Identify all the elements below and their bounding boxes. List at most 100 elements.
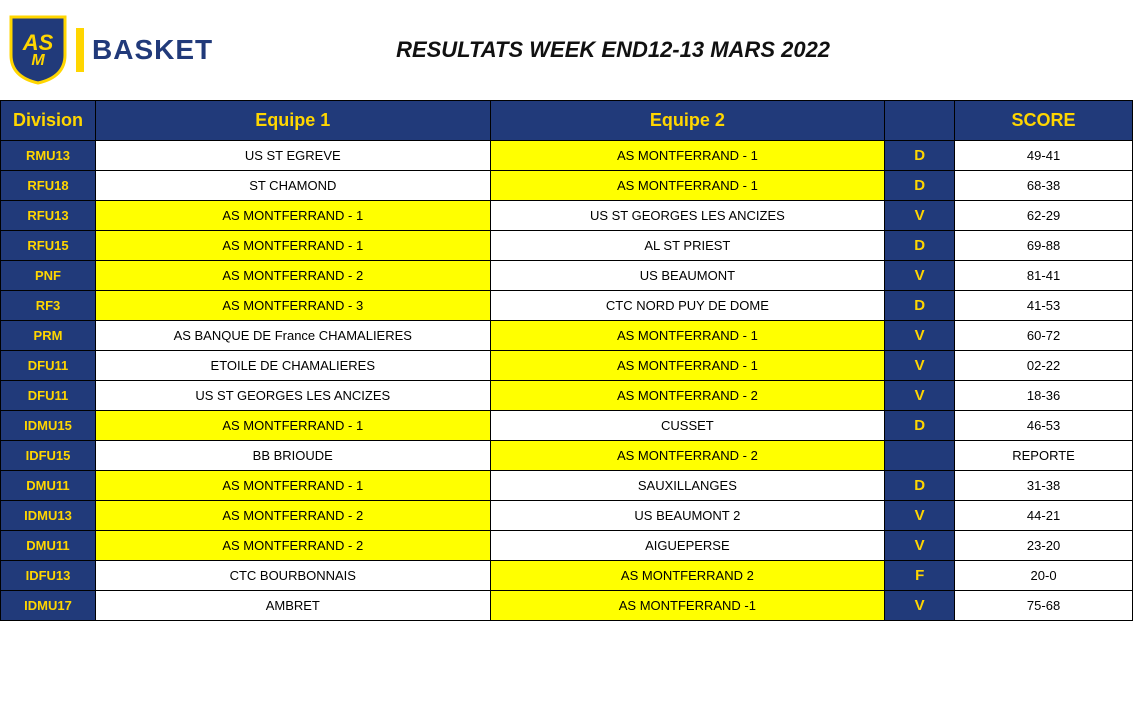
cell-result: V bbox=[885, 381, 955, 411]
col-division: Division bbox=[1, 101, 96, 141]
cell-result: D bbox=[885, 411, 955, 441]
cell-score: REPORTE bbox=[955, 441, 1133, 471]
cell-team1: CTC BOURBONNAIS bbox=[95, 561, 490, 591]
cell-team1: AMBRET bbox=[95, 591, 490, 621]
cell-team1: AS MONTFERRAND - 2 bbox=[95, 261, 490, 291]
table-row: RFU13AS MONTFERRAND - 1US ST GEORGES LES… bbox=[1, 201, 1133, 231]
cell-score: 18-36 bbox=[955, 381, 1133, 411]
cell-result: V bbox=[885, 351, 955, 381]
brand-accent-bar bbox=[76, 28, 84, 72]
cell-team2: US ST GEORGES LES ANCIZES bbox=[490, 201, 885, 231]
cell-division: DFU11 bbox=[1, 381, 96, 411]
cell-score: 46-53 bbox=[955, 411, 1133, 441]
cell-team2: AS MONTFERRAND - 1 bbox=[490, 141, 885, 171]
cell-score: 31-38 bbox=[955, 471, 1133, 501]
cell-result: D bbox=[885, 471, 955, 501]
brand-text: BASKET bbox=[92, 34, 213, 66]
page-header: AS M BASKET RESULTATS WEEK END12-13 MARS… bbox=[0, 0, 1133, 100]
cell-team1: AS MONTFERRAND - 1 bbox=[95, 411, 490, 441]
cell-division: PRM bbox=[1, 321, 96, 351]
cell-team1: AS MONTFERRAND - 1 bbox=[95, 231, 490, 261]
cell-team1: AS MONTFERRAND - 2 bbox=[95, 501, 490, 531]
cell-division: IDMU17 bbox=[1, 591, 96, 621]
table-row: RMU13US ST EGREVEAS MONTFERRAND - 1D49-4… bbox=[1, 141, 1133, 171]
cell-team2: AS MONTFERRAND - 2 bbox=[490, 381, 885, 411]
table-row: IDMU17AMBRETAS MONTFERRAND -1V75-68 bbox=[1, 591, 1133, 621]
cell-result: D bbox=[885, 141, 955, 171]
cell-team2: CTC NORD PUY DE DOME bbox=[490, 291, 885, 321]
cell-division: IDFU13 bbox=[1, 561, 96, 591]
cell-division: DFU11 bbox=[1, 351, 96, 381]
table-row: DMU11AS MONTFERRAND - 2AIGUEPERSEV23-20 bbox=[1, 531, 1133, 561]
cell-result: D bbox=[885, 171, 955, 201]
cell-division: RMU13 bbox=[1, 141, 96, 171]
cell-team2: AS MONTFERRAND 2 bbox=[490, 561, 885, 591]
cell-team2: AS MONTFERRAND - 1 bbox=[490, 321, 885, 351]
cell-division: RFU18 bbox=[1, 171, 96, 201]
table-row: IDMU15AS MONTFERRAND - 1CUSSETD46-53 bbox=[1, 411, 1133, 441]
table-row: RFU15AS MONTFERRAND - 1AL ST PRIESTD69-8… bbox=[1, 231, 1133, 261]
page-title: RESULTATS WEEK END12-13 MARS 2022 bbox=[213, 37, 1133, 63]
table-row: IDMU13AS MONTFERRAND - 2US BEAUMONT 2V44… bbox=[1, 501, 1133, 531]
table-row: DFU11ETOILE DE CHAMALIERESAS MONTFERRAND… bbox=[1, 351, 1133, 381]
cell-team2: SAUXILLANGES bbox=[490, 471, 885, 501]
col-team1: Equipe 1 bbox=[95, 101, 490, 141]
table-row: DFU11US ST GEORGES LES ANCIZESAS MONTFER… bbox=[1, 381, 1133, 411]
cell-division: IDMU13 bbox=[1, 501, 96, 531]
cell-score: 75-68 bbox=[955, 591, 1133, 621]
table-row: RFU18ST CHAMONDAS MONTFERRAND - 1D68-38 bbox=[1, 171, 1133, 201]
cell-score: 23-20 bbox=[955, 531, 1133, 561]
cell-team1: AS MONTFERRAND - 2 bbox=[95, 531, 490, 561]
col-result bbox=[885, 101, 955, 141]
cell-division: DMU11 bbox=[1, 471, 96, 501]
cell-team1: US ST GEORGES LES ANCIZES bbox=[95, 381, 490, 411]
table-row: DMU11AS MONTFERRAND - 1SAUXILLANGESD31-3… bbox=[1, 471, 1133, 501]
cell-result: F bbox=[885, 561, 955, 591]
cell-score: 60-72 bbox=[955, 321, 1133, 351]
cell-division: RFU13 bbox=[1, 201, 96, 231]
cell-score: 41-53 bbox=[955, 291, 1133, 321]
svg-text:M: M bbox=[31, 52, 45, 69]
cell-score: 69-88 bbox=[955, 231, 1133, 261]
table-row: IDFU15BB BRIOUDEAS MONTFERRAND - 2REPORT… bbox=[1, 441, 1133, 471]
cell-result: V bbox=[885, 531, 955, 561]
cell-division: PNF bbox=[1, 261, 96, 291]
cell-result: D bbox=[885, 291, 955, 321]
cell-team2: US BEAUMONT bbox=[490, 261, 885, 291]
cell-team1: US ST EGREVE bbox=[95, 141, 490, 171]
cell-result: V bbox=[885, 501, 955, 531]
cell-team1: BB BRIOUDE bbox=[95, 441, 490, 471]
cell-result: V bbox=[885, 321, 955, 351]
col-team2: Equipe 2 bbox=[490, 101, 885, 141]
cell-team1: ST CHAMOND bbox=[95, 171, 490, 201]
cell-result: V bbox=[885, 591, 955, 621]
cell-division: DMU11 bbox=[1, 531, 96, 561]
table-row: PNFAS MONTFERRAND - 2US BEAUMONTV81-41 bbox=[1, 261, 1133, 291]
table-row: IDFU13CTC BOURBONNAISAS MONTFERRAND 2F20… bbox=[1, 561, 1133, 591]
results-table: Division Equipe 1 Equipe 2 SCORE RMU13US… bbox=[0, 100, 1133, 621]
cell-score: 81-41 bbox=[955, 261, 1133, 291]
cell-team2: AIGUEPERSE bbox=[490, 531, 885, 561]
header-row: Division Equipe 1 Equipe 2 SCORE bbox=[1, 101, 1133, 141]
cell-team2: AS MONTFERRAND - 1 bbox=[490, 171, 885, 201]
cell-result: V bbox=[885, 261, 955, 291]
cell-division: RF3 bbox=[1, 291, 96, 321]
cell-result: D bbox=[885, 231, 955, 261]
cell-team1: ETOILE DE CHAMALIERES bbox=[95, 351, 490, 381]
cell-score: 44-21 bbox=[955, 501, 1133, 531]
cell-score: 20-0 bbox=[955, 561, 1133, 591]
cell-division: RFU15 bbox=[1, 231, 96, 261]
cell-result bbox=[885, 441, 955, 471]
cell-score: 02-22 bbox=[955, 351, 1133, 381]
cell-team2: AS MONTFERRAND -1 bbox=[490, 591, 885, 621]
table-row: PRMAS BANQUE DE France CHAMALIERESAS MON… bbox=[1, 321, 1133, 351]
cell-result: V bbox=[885, 201, 955, 231]
logo-block: AS M BASKET bbox=[0, 15, 213, 85]
cell-team1: AS MONTFERRAND - 3 bbox=[95, 291, 490, 321]
cell-score: 68-38 bbox=[955, 171, 1133, 201]
cell-team2: AS MONTFERRAND - 2 bbox=[490, 441, 885, 471]
cell-team1: AS MONTFERRAND - 1 bbox=[95, 201, 490, 231]
cell-team2: US BEAUMONT 2 bbox=[490, 501, 885, 531]
table-row: RF3AS MONTFERRAND - 3CTC NORD PUY DE DOM… bbox=[1, 291, 1133, 321]
cell-division: IDMU15 bbox=[1, 411, 96, 441]
